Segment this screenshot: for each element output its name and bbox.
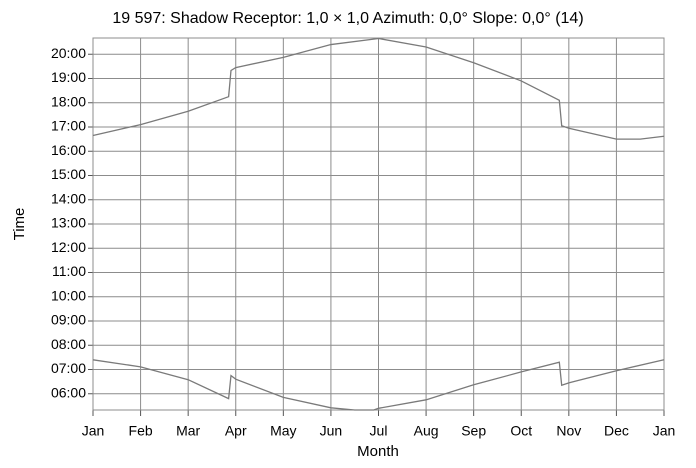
- x-tick-label: Jun: [320, 423, 343, 439]
- y-tick-label: 14:00: [51, 190, 86, 206]
- x-tick-label: Nov: [556, 423, 581, 439]
- x-tick-label: Aug: [414, 423, 439, 439]
- x-tick-label: May: [270, 423, 296, 439]
- x-axis-label: Month: [357, 443, 399, 460]
- y-tick-label: 16:00: [51, 142, 86, 158]
- y-tick-label: 11:00: [52, 263, 86, 279]
- y-tick-label: 17:00: [51, 118, 86, 134]
- y-tick-label: 13:00: [51, 215, 86, 231]
- x-tick-label: Mar: [176, 423, 200, 439]
- y-tick-label: 06:00: [51, 384, 86, 400]
- x-tick-label: Jan: [653, 423, 676, 439]
- y-tick-label: 20:00: [51, 45, 86, 61]
- x-tick-label: Apr: [225, 423, 247, 439]
- series-line: [92, 37, 665, 140]
- chart-title: 19 597: Shadow Receptor: 1,0 × 1,0 Azimu…: [112, 10, 583, 27]
- x-tick-label: Jan: [82, 423, 105, 439]
- y-tick-label: 07:00: [51, 360, 86, 376]
- x-tick-label: Sep: [461, 423, 486, 439]
- y-tick-label: 18:00: [51, 93, 86, 109]
- x-tick-label: Dec: [604, 423, 629, 439]
- y-tick-label: 19:00: [51, 69, 86, 85]
- x-tick-label: Feb: [129, 423, 153, 439]
- y-tick-label: 15:00: [51, 166, 86, 182]
- x-tick-label: Jul: [370, 423, 388, 439]
- x-tick-label: Oct: [510, 423, 532, 439]
- y-tick-label: 10:00: [51, 287, 86, 303]
- y-tick-label: 09:00: [51, 312, 86, 328]
- y-tick-label: 12:00: [51, 239, 86, 255]
- series-line: [92, 359, 665, 411]
- y-tick-label: 08:00: [51, 336, 86, 352]
- y-axis-label: Time: [11, 208, 28, 241]
